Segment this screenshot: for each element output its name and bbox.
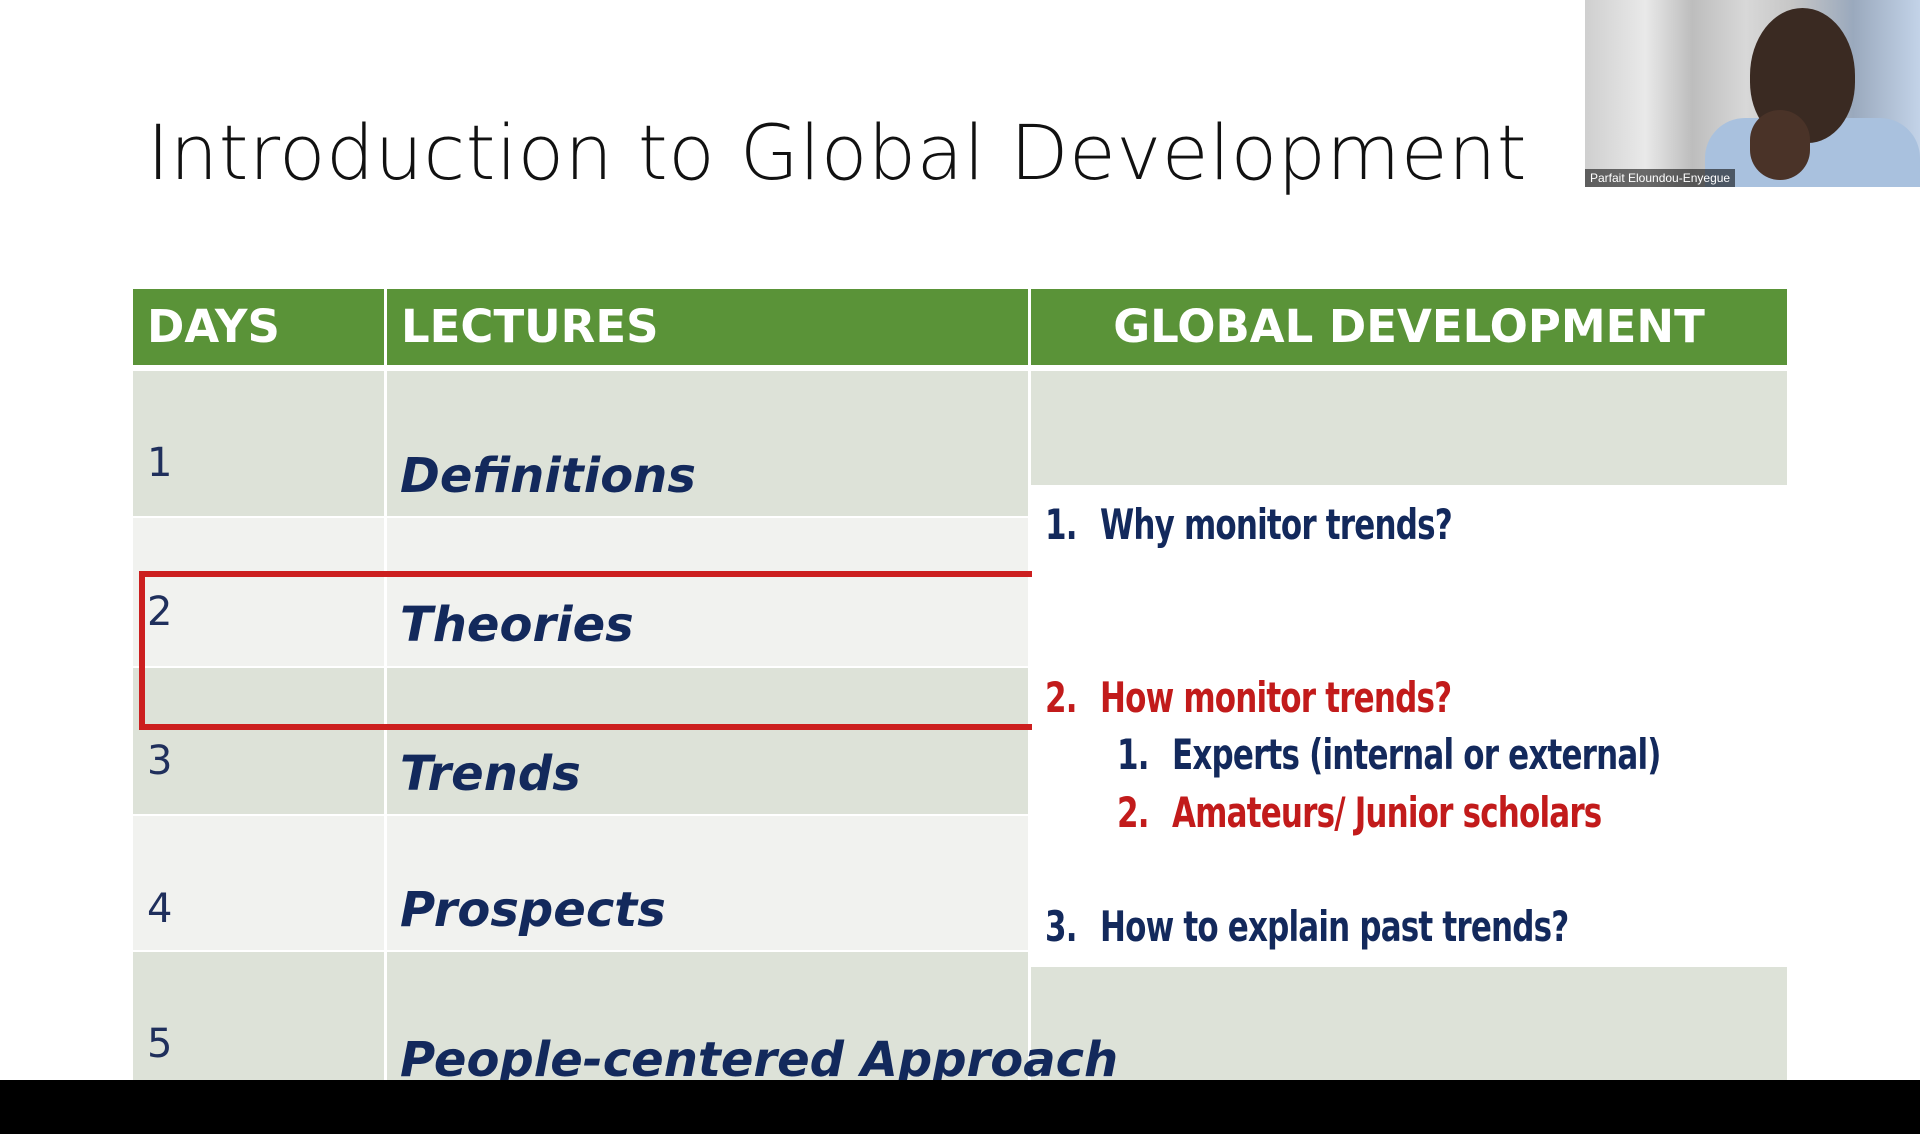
days-cell <box>133 816 384 950</box>
days-cell <box>133 371 384 516</box>
day-number: 3 <box>147 738 173 784</box>
gd-item-number: 1. <box>1045 500 1078 549</box>
header-lectures: LECTURES <box>387 289 1028 365</box>
lectures-cell <box>387 371 1028 516</box>
participant-video[interactable]: Parfait Eloundou-Enyegue <box>1585 0 1920 187</box>
lectures-cell <box>387 668 1028 814</box>
gd-item-text: How to explain past trends? <box>1100 902 1569 951</box>
lectures-cell <box>387 816 1028 950</box>
day-number: 5 <box>147 1021 173 1067</box>
gd-subitem-text: Amateurs/ Junior scholars <box>1172 788 1602 837</box>
gd-bottom-cell <box>1031 967 1787 1080</box>
gd-subitem-number: 1. <box>1117 730 1150 779</box>
header-days: DAYS <box>133 289 384 365</box>
gd-subitem-number: 2. <box>1117 788 1150 837</box>
presentation-slide: Introduction to Global Development DAYS … <box>133 0 1920 1080</box>
lectures-cell <box>387 518 1028 666</box>
days-cell <box>133 952 384 1080</box>
participant-hand <box>1750 110 1810 180</box>
gd-top-cell <box>1031 371 1787 485</box>
lecture-title: Definitions <box>400 448 696 504</box>
gd-content-cell <box>1031 485 1787 967</box>
day-number: 2 <box>147 589 173 635</box>
gd-item-number: 3. <box>1045 902 1078 951</box>
participant-name-label: Parfait Eloundou-Enyegue <box>1585 169 1736 187</box>
bottom-black-bar <box>0 1080 1920 1134</box>
lecture-title: Theories <box>400 597 634 653</box>
lecture-title: Trends <box>400 746 581 802</box>
days-cell <box>133 518 384 666</box>
gd-item-number: 2. <box>1045 673 1078 722</box>
highlight-box <box>139 571 1032 730</box>
lecture-title: Prospects <box>400 882 666 938</box>
slide-title: Introduction to Global Development <box>147 108 1528 197</box>
gd-item-text: How monitor trends? <box>1100 673 1452 722</box>
day-number: 1 <box>147 440 173 486</box>
lecture-title: People-centered Approach <box>400 1032 1119 1080</box>
days-cell <box>133 668 384 814</box>
lectures-cell <box>387 952 1028 1080</box>
day-number: 4 <box>147 886 173 932</box>
gd-item-text: Why monitor trends? <box>1100 500 1453 549</box>
header-global-development: GLOBAL DEVELOPMENT <box>1031 289 1787 365</box>
gd-subitem-text: Experts (internal or external) <box>1172 730 1661 779</box>
